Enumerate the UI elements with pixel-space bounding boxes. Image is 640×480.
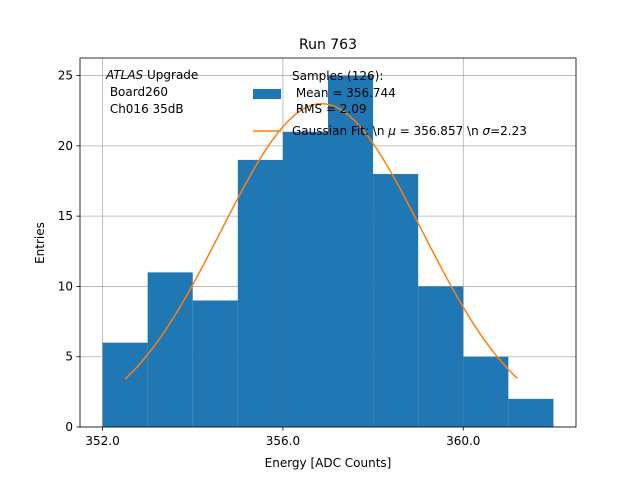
histogram-bar bbox=[508, 398, 554, 427]
y-tick-label: 20 bbox=[58, 139, 73, 153]
legend: Samples (126): Mean = 356.744 RMS = 2.09… bbox=[253, 69, 527, 138]
x-tick-label: 352.0 bbox=[85, 434, 119, 448]
y-tick-label: 15 bbox=[58, 209, 73, 223]
histogram-bar bbox=[282, 131, 328, 428]
legend-fit-sigma-value: =2.23 bbox=[490, 124, 527, 138]
y-axis-label: Entries bbox=[33, 222, 47, 264]
legend-fit-sigma-symbol: σ bbox=[483, 124, 491, 138]
chart-title: Run 763 bbox=[299, 37, 357, 53]
legend-samples-rms: RMS = 2.09 bbox=[292, 102, 367, 116]
annotation-experiment: ATLAS bbox=[105, 68, 144, 82]
y-tick-label: 5 bbox=[65, 350, 73, 364]
legend-samples-mean: Mean = 356.744 bbox=[292, 86, 396, 100]
histogram-bars bbox=[102, 75, 554, 428]
legend-fit-mu-symbol: μ bbox=[387, 124, 396, 138]
annotation-channel: Ch016 35dB bbox=[106, 102, 184, 116]
x-tick-label: 360.0 bbox=[446, 434, 480, 448]
gaussian-fit bbox=[124, 102, 518, 380]
experiment-annotation: ATLAS Upgrade Board260 Ch016 35dB bbox=[105, 68, 198, 116]
histogram-bar bbox=[237, 159, 283, 427]
annotation-experiment-line: ATLAS Upgrade bbox=[105, 68, 198, 82]
y-tick-label: 25 bbox=[58, 69, 73, 83]
legend-samples-swatch bbox=[253, 89, 281, 99]
x-tick-label: 356.0 bbox=[266, 434, 300, 448]
axis-ticks: 352.0 356.0 360.0 0 5 10 15 20 25 bbox=[58, 69, 481, 448]
y-tick-label: 10 bbox=[58, 279, 73, 293]
plot-frame bbox=[79, 57, 577, 428]
gaussian-fit-curve bbox=[124, 102, 518, 380]
histogram-bar bbox=[192, 300, 238, 427]
legend-fit-label: Gaussian Fit: \n μ = 356.857 \n σ=2.23 bbox=[292, 124, 527, 138]
histogram-bar bbox=[373, 173, 419, 427]
histogram-bar bbox=[418, 286, 464, 427]
annotation-experiment-suffix: Upgrade bbox=[143, 68, 198, 82]
legend-samples-title: Samples (126): bbox=[292, 69, 383, 83]
legend-fit-prefix: Gaussian Fit: \n bbox=[292, 124, 388, 138]
x-axis-label: Energy [ADC Counts] bbox=[265, 456, 392, 470]
annotation-board: Board260 bbox=[106, 85, 168, 99]
y-tick-label: 0 bbox=[65, 420, 73, 434]
histogram-bar bbox=[463, 356, 509, 427]
legend-fit-mu-value: = 356.857 \n bbox=[396, 124, 483, 138]
histogram-bar bbox=[102, 342, 148, 427]
